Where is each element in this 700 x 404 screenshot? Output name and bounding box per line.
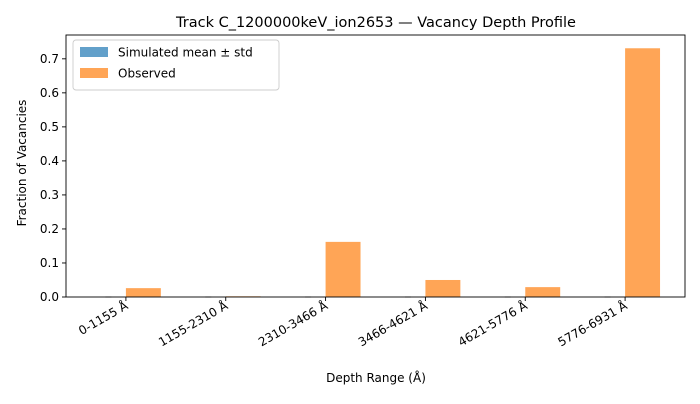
legend-swatch-simulated-mean-std — [80, 47, 108, 57]
x-tick-label-5: 5776-6931 Å — [555, 297, 630, 349]
legend-label-simulated-mean-std: Simulated mean ± std — [118, 46, 253, 60]
y-tick-label-4: 0.4 — [40, 154, 59, 168]
bar-observed-2 — [325, 241, 361, 297]
x-tick-label-2: 2310-3466 Å — [256, 297, 331, 349]
x-tick-label-0: 0-1155 Å — [76, 297, 131, 338]
plot-area — [105, 48, 661, 298]
bar-observed-3 — [425, 279, 461, 297]
plot-frame — [65, 34, 686, 298]
x-axis-label: Depth Range (Å) — [326, 370, 426, 385]
chart-title: Track C_1200000keV_ion2653 — Vacancy Dep… — [175, 15, 576, 31]
y-tick-label-1: 0.1 — [40, 256, 59, 270]
x-tick-label-1: 1155-2310 Å — [156, 297, 231, 349]
y-tick-label-6: 0.6 — [40, 86, 59, 100]
bar-observed-5 — [625, 48, 661, 298]
y-tick-label-7: 0.7 — [40, 52, 59, 66]
y-tick-label-5: 0.5 — [40, 120, 59, 134]
legend-label-observed: Observed — [118, 67, 176, 81]
y-tick-label-2: 0.2 — [40, 222, 59, 236]
legend-box — [72, 39, 280, 91]
legend-swatch-observed — [80, 68, 108, 78]
bar-observed-0 — [125, 288, 161, 297]
legend: Simulated mean ± std Observed — [72, 39, 280, 91]
y-axis-ticks: 0.0 0.1 0.2 0.3 0.4 0.5 0.6 0.7 — [40, 52, 66, 304]
x-tick-label-3: 3466-4621 Å — [355, 297, 430, 349]
y-tick-label-0: 0.0 — [40, 290, 59, 304]
bar-observed-4 — [525, 287, 561, 297]
x-tick-label-4: 4621-5776 Å — [455, 297, 530, 349]
y-tick-label-3: 0.3 — [40, 188, 59, 202]
y-axis-label: Fraction of Vacancies — [15, 100, 29, 227]
x-axis-ticks: 0-1155 Å 1155-2310 Å 2310-3466 Å 3466-4621 … — [76, 297, 630, 349]
